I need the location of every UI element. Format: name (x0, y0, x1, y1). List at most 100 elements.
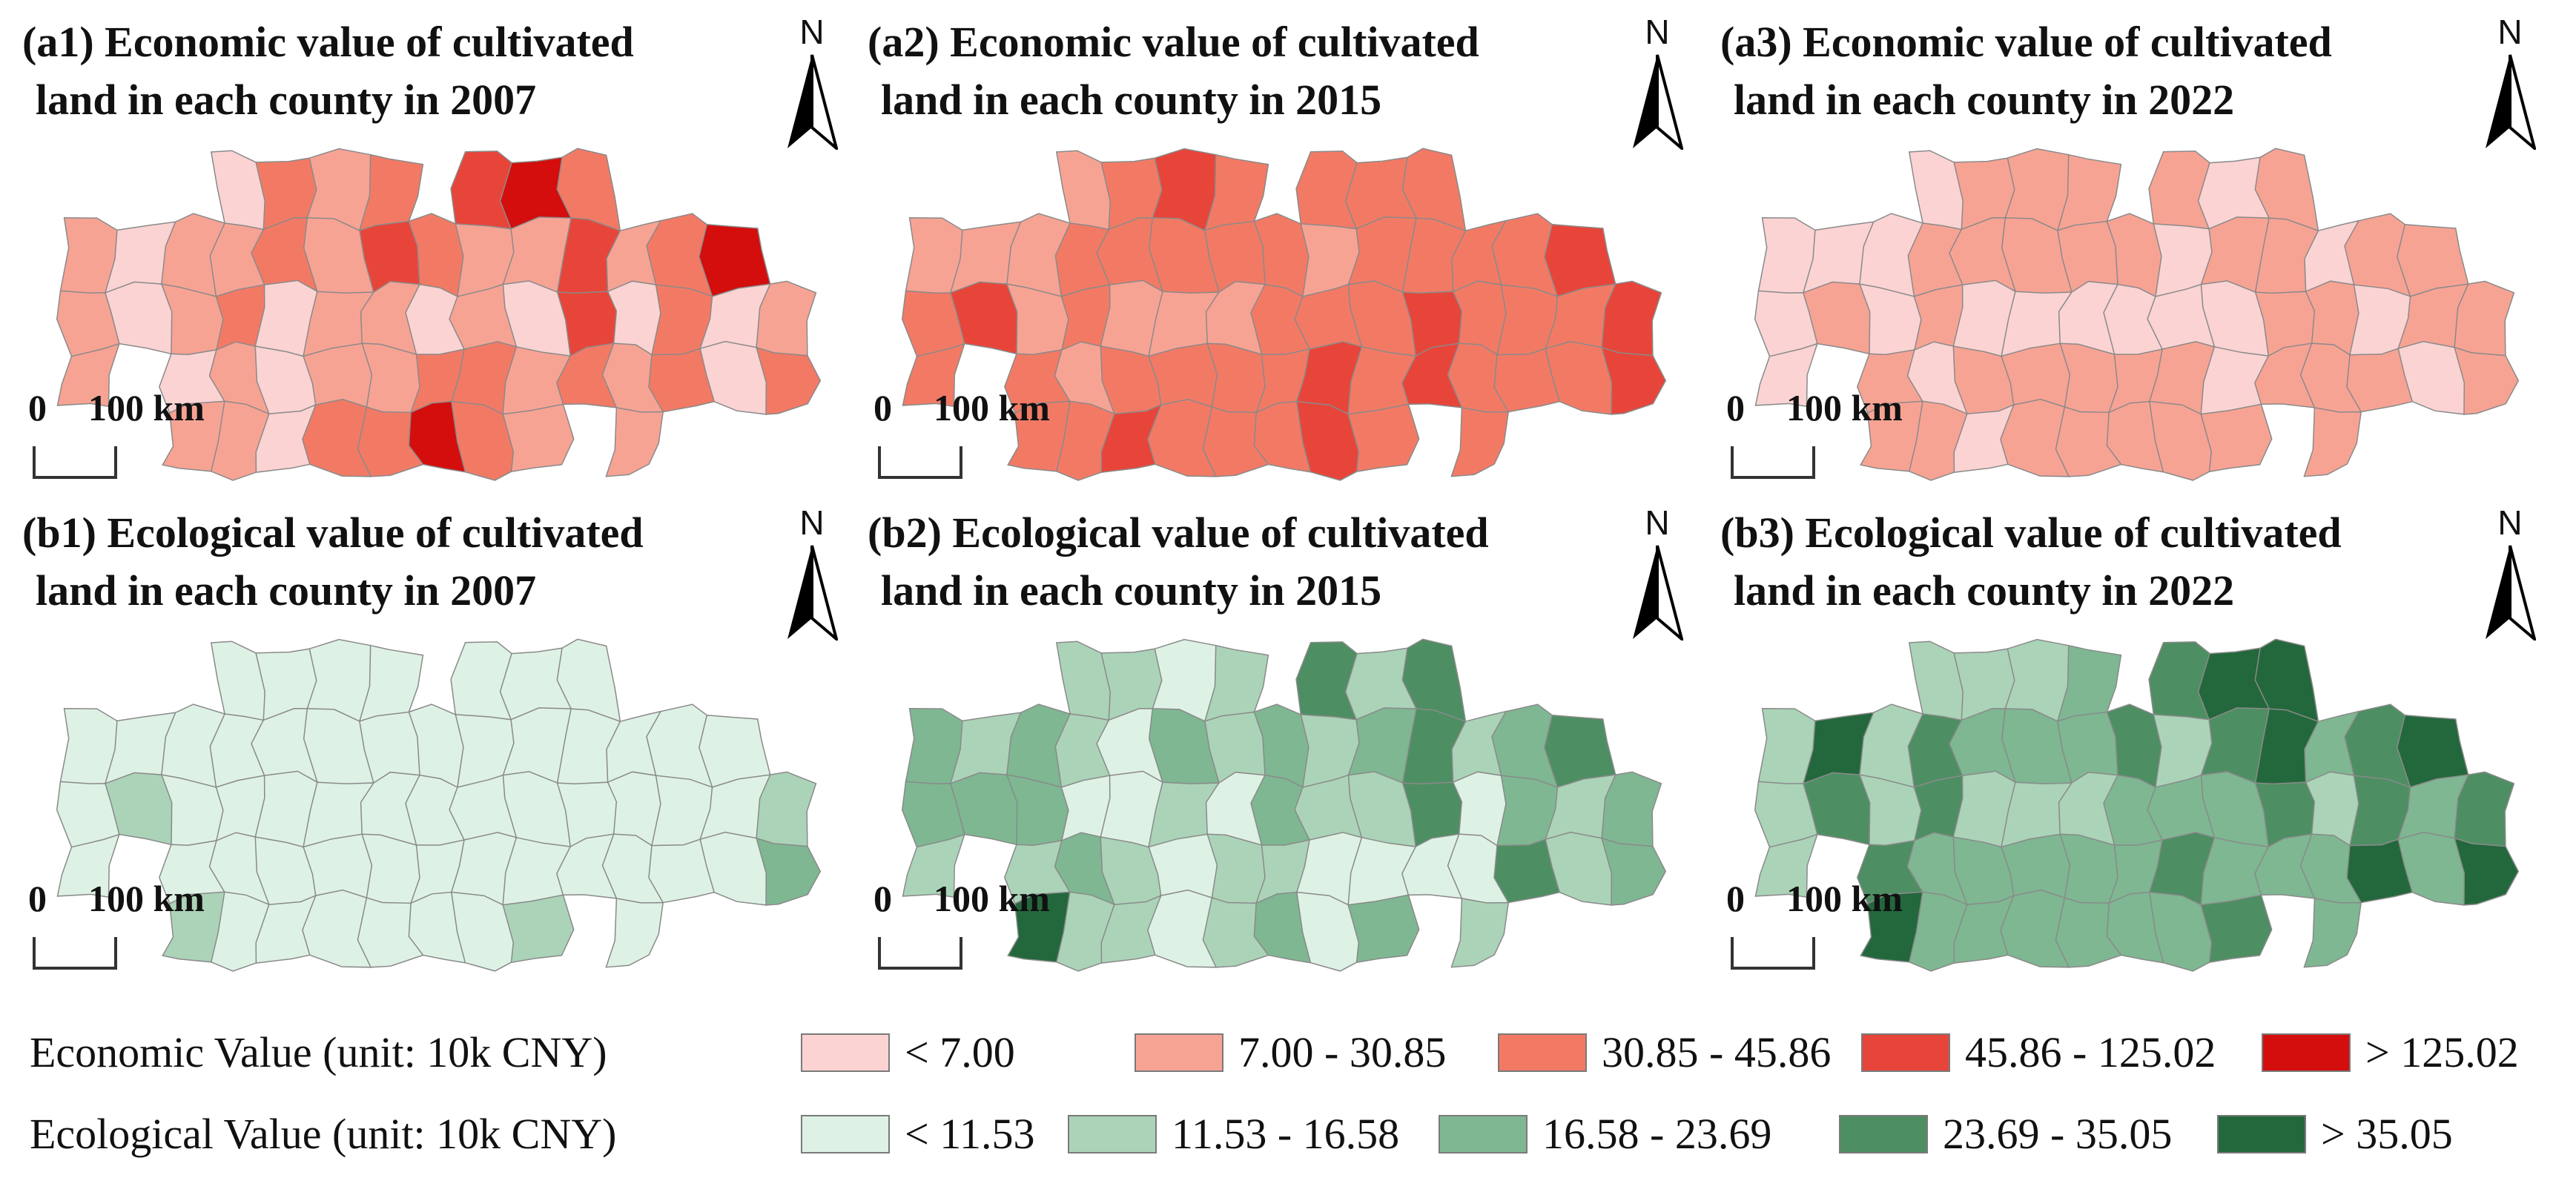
legend-text: < 11.53 (905, 1110, 1035, 1158)
county-51 (2303, 898, 2362, 968)
panel-title-line2: land in each county in 2015 (881, 566, 1382, 615)
legend-swatch (801, 1033, 890, 1072)
scale-end: 100 km (934, 387, 1050, 428)
panel-b3: (b3) Ecological value of cultivated land… (1720, 504, 2551, 986)
north-arrow-icon (787, 54, 838, 150)
scale-bar-line (1731, 446, 1815, 479)
panel-a3: (a3) Economic value of cultivated land i… (1720, 13, 2551, 495)
panel-title-line2: land in each county in 2007 (36, 76, 537, 124)
county-59 (2454, 837, 2520, 906)
north-arrow-icon (787, 545, 838, 640)
panel-title-line1: (a1) Economic value of cultivated (22, 18, 634, 66)
north-arrow: N (779, 13, 845, 154)
panel-title: (a3) Economic value of cultivated land i… (1720, 13, 2332, 129)
scale-end: 100 km (1786, 387, 1903, 428)
panel-title-line2: land in each county in 2022 (1734, 566, 2235, 615)
scale-bar-line (878, 446, 962, 479)
county-3 (1754, 833, 1818, 898)
scale-start: 0 (873, 878, 892, 919)
legend-swatch (1439, 1115, 1528, 1153)
scale-label: 0 100 km (28, 876, 205, 921)
panel-title-line2: land in each county in 2022 (1734, 76, 2235, 124)
panel-title: (b2) Ecological value of cultivated land… (868, 504, 1489, 620)
scale-end: 100 km (934, 878, 1050, 919)
scale-bar-line (33, 446, 117, 479)
scale-end: 100 km (1786, 878, 1903, 919)
legend-swatch (2262, 1033, 2351, 1072)
scale-start: 0 (1726, 878, 1745, 919)
county-51 (2303, 407, 2362, 477)
legend-text: 16.58 - 23.69 (1542, 1110, 1772, 1158)
north-letter: N (799, 503, 825, 542)
legend-text: > 125.02 (2365, 1028, 2519, 1076)
county-51 (605, 898, 664, 968)
north-arrow: N (1624, 504, 1691, 645)
county-map (1754, 148, 2520, 481)
panel-a1: (a1) Economic value of cultivated land i… (22, 13, 853, 495)
legend-label: Ecological Value (unit: 10k CNY) (30, 1110, 617, 1158)
county-59 (1601, 837, 1667, 906)
county-23 (303, 342, 376, 408)
scale-label: 0 100 km (873, 876, 1050, 921)
county-3 (1754, 342, 1818, 408)
north-letter: N (2497, 503, 2523, 542)
county-51 (1450, 407, 1510, 477)
north-arrow-icon (1633, 54, 1683, 150)
panel-title-line1: (b1) Ecological value of cultivated (22, 509, 644, 557)
legend-text: 45.86 - 125.02 (1965, 1028, 2216, 1076)
scale-label: 0 100 km (1726, 876, 1903, 921)
north-arrow-icon (1633, 545, 1683, 640)
scale-end: 100 km (88, 878, 205, 919)
legend-swatch (1068, 1115, 1157, 1153)
county-3 (56, 342, 120, 408)
county-59 (2454, 346, 2520, 415)
county-3 (56, 833, 120, 898)
county-43 (1347, 403, 1420, 473)
panel-title: (b3) Ecological value of cultivated land… (1720, 504, 2342, 620)
legend-ecological: Ecological Value (unit: 10k CNY) < 11.53… (30, 1105, 2551, 1164)
north-letter: N (1645, 503, 1670, 542)
panel-title-line1: (a3) Economic value of cultivated (1720, 18, 2332, 66)
north-arrow: N (2477, 13, 2543, 154)
county-map (56, 638, 822, 972)
county-3 (902, 833, 965, 898)
county-43 (502, 403, 575, 473)
north-letter: N (1645, 13, 1670, 51)
panel-title-line2: land in each county in 2015 (881, 76, 1382, 124)
legend-text: 11.53 - 16.58 (1172, 1110, 1400, 1158)
scale-bar: 0 100 km (1720, 385, 1913, 482)
county-3 (902, 342, 965, 408)
north-arrow-icon (2486, 54, 2536, 150)
legend-text: 7.00 - 30.85 (1238, 1028, 1447, 1076)
panel-title: (a1) Economic value of cultivated land i… (22, 13, 634, 129)
legend-text: > 35.05 (2321, 1110, 2453, 1158)
scale-start: 0 (28, 878, 47, 919)
county-43 (1347, 894, 1420, 964)
county-map (56, 148, 822, 481)
scale-label: 0 100 km (1726, 385, 1903, 430)
scale-start: 0 (1726, 387, 1745, 428)
county-23 (1148, 833, 1221, 898)
county-23 (2001, 342, 2074, 408)
scale-bar: 0 100 km (22, 876, 215, 973)
panel-title-line1: (b3) Ecological value of cultivated (1720, 509, 2342, 557)
north-letter: N (799, 13, 825, 51)
scale-bar-line (878, 937, 962, 970)
legend-swatch (1498, 1033, 1587, 1072)
county-59 (1601, 346, 1667, 415)
panel-title: (a2) Economic value of cultivated land i… (868, 13, 1479, 129)
scale-bar: 0 100 km (868, 876, 1060, 973)
scale-end: 100 km (88, 387, 205, 428)
scale-bar-line (1731, 937, 1815, 970)
county-43 (2200, 894, 2273, 964)
scale-start: 0 (28, 387, 47, 428)
panel-title-line1: (a2) Economic value of cultivated (868, 18, 1479, 66)
county-map (901, 638, 1667, 972)
legend-label: Economic Value (unit: 10k CNY) (30, 1028, 607, 1076)
county-23 (303, 833, 376, 898)
county-59 (756, 837, 822, 906)
legend-swatch (2217, 1115, 2306, 1153)
scale-bar: 0 100 km (868, 385, 1060, 482)
legend-text: < 7.00 (905, 1028, 1015, 1076)
county-51 (1450, 898, 1510, 968)
